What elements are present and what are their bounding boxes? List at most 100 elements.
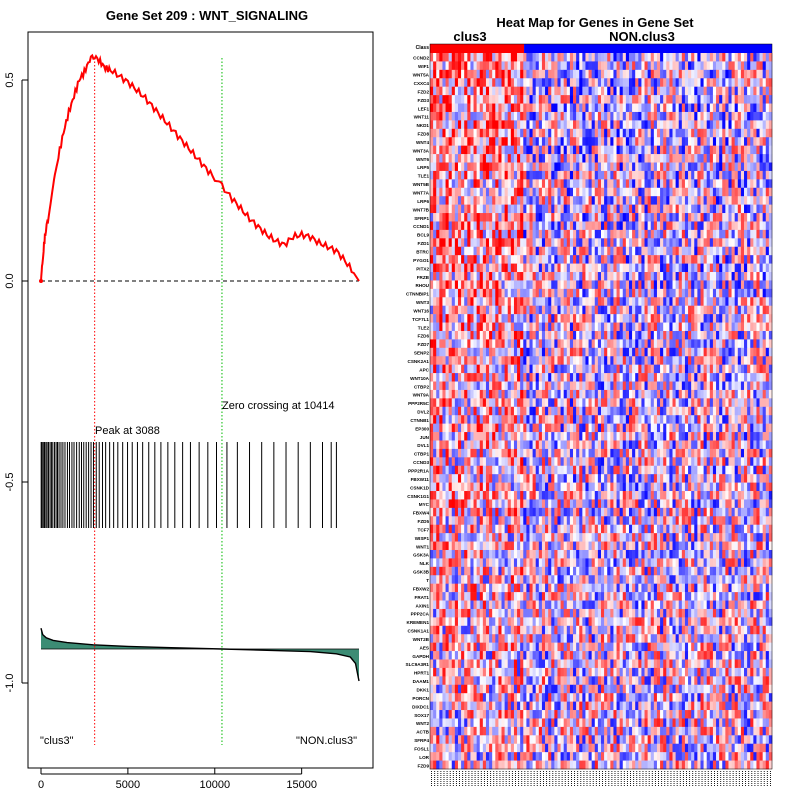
heatmap-cell [436, 305, 440, 315]
heatmap-cell [731, 288, 735, 298]
heatmap-cell [684, 187, 689, 197]
heatmap-cell [765, 356, 770, 365]
heatmap-cell [510, 373, 515, 382]
heatmap-cell [719, 322, 723, 332]
heatmap-cell [470, 196, 474, 205]
heatmap-cell [647, 272, 652, 281]
heatmap-cell [622, 406, 627, 416]
heatmap-cell [694, 406, 698, 416]
heatmap-cell [722, 103, 726, 113]
heatmap-cell [647, 170, 652, 180]
heatmap-cell [548, 162, 552, 172]
heatmap-cell [517, 246, 521, 256]
heatmap-cell [492, 154, 496, 163]
heatmap-cell [560, 347, 564, 357]
heatmap-cell [684, 170, 689, 180]
heatmap-cell [768, 364, 773, 374]
heatmap-cell [538, 221, 543, 231]
heatmap-cell [619, 415, 624, 424]
heatmap-cell [700, 297, 704, 306]
heatmap-cell [619, 288, 624, 298]
heatmap-gene-label: PPP2R1A [408, 468, 430, 473]
heatmap-cell [485, 229, 490, 239]
heatmap-cell [762, 53, 767, 62]
heatmap-cell [485, 204, 490, 214]
heatmap-cell [728, 78, 732, 87]
heatmap-cell [607, 339, 611, 349]
heatmap-cell [663, 398, 667, 408]
heatmap-cell [716, 196, 720, 205]
heatmap-cell [744, 305, 748, 315]
heatmap-cell [762, 128, 767, 138]
heatmap-cell [529, 373, 533, 382]
heatmap-cell [768, 170, 773, 180]
heatmap-cell [560, 330, 564, 340]
heatmap-cell [507, 221, 512, 231]
heatmap-cell [442, 263, 446, 273]
heatmap-cell [545, 170, 549, 180]
heatmap-cell [635, 263, 639, 273]
heatmap-cell [740, 154, 745, 163]
heatmap-cell [476, 238, 481, 248]
heatmap-cell [647, 347, 652, 357]
heatmap-cell [573, 305, 577, 315]
heatmap-cell [632, 137, 636, 146]
heatmap-cell [529, 69, 533, 79]
heatmap-cell [666, 305, 670, 315]
heatmap-cell [681, 272, 686, 281]
heatmap-cell [759, 179, 763, 189]
heatmap-cell [709, 187, 714, 197]
heatmap-cell [728, 111, 732, 121]
heatmap-cell [588, 103, 592, 113]
heatmap-cell [616, 162, 620, 172]
heatmap-cell [430, 137, 434, 146]
heatmap-cell [712, 111, 717, 121]
heatmap-cell [526, 78, 530, 87]
heatmap-cell [470, 187, 474, 197]
heatmap-cell [613, 154, 617, 163]
heatmap-cell [554, 179, 558, 189]
heatmap-cell [579, 272, 583, 281]
heatmap-cell [719, 69, 723, 79]
heatmap-cell [613, 330, 617, 340]
heatmap-cell [753, 356, 757, 365]
heatmap-cell [485, 263, 490, 273]
heatmap-cell [632, 255, 636, 264]
heatmap-cell [756, 246, 760, 256]
heatmap-cell [433, 356, 437, 365]
heatmap-cell [582, 213, 586, 222]
heatmap-cell [485, 128, 490, 138]
heatmap-cell [576, 145, 580, 155]
heatmap-cell [613, 103, 617, 113]
heatmap-cell [510, 111, 515, 121]
heatmap-cell [644, 145, 648, 155]
heatmap-cell [476, 297, 481, 306]
heatmap-cell [728, 61, 732, 71]
heatmap-cell [585, 154, 589, 163]
heatmap-cell [669, 61, 673, 71]
heatmap-cell [489, 389, 493, 399]
heatmap-cell [613, 204, 617, 214]
heatmap-cell [638, 69, 642, 79]
heatmap-cell [489, 415, 493, 424]
heatmap-cell [604, 78, 608, 87]
heatmap-cell [712, 347, 717, 357]
heatmap-cell [728, 103, 732, 113]
heatmap-cell [762, 280, 767, 290]
heatmap-cell [731, 53, 735, 62]
heatmap-cell [464, 398, 468, 408]
heatmap-cell [501, 238, 505, 248]
heatmap-cell [709, 322, 714, 332]
heatmap-cell [513, 373, 518, 382]
heatmap-cell [638, 86, 642, 96]
heatmap-cell [433, 179, 437, 189]
heatmap-cell [439, 137, 443, 146]
heatmap-cell [719, 170, 723, 180]
heatmap-cell [548, 330, 552, 340]
heatmap-cell [526, 255, 530, 264]
heatmap-cell [579, 280, 583, 290]
heatmap-gene-label: WNT3A [413, 148, 430, 153]
heatmap-cell [703, 229, 708, 239]
heatmap-cell [632, 314, 636, 323]
heatmap-cell [719, 95, 723, 104]
